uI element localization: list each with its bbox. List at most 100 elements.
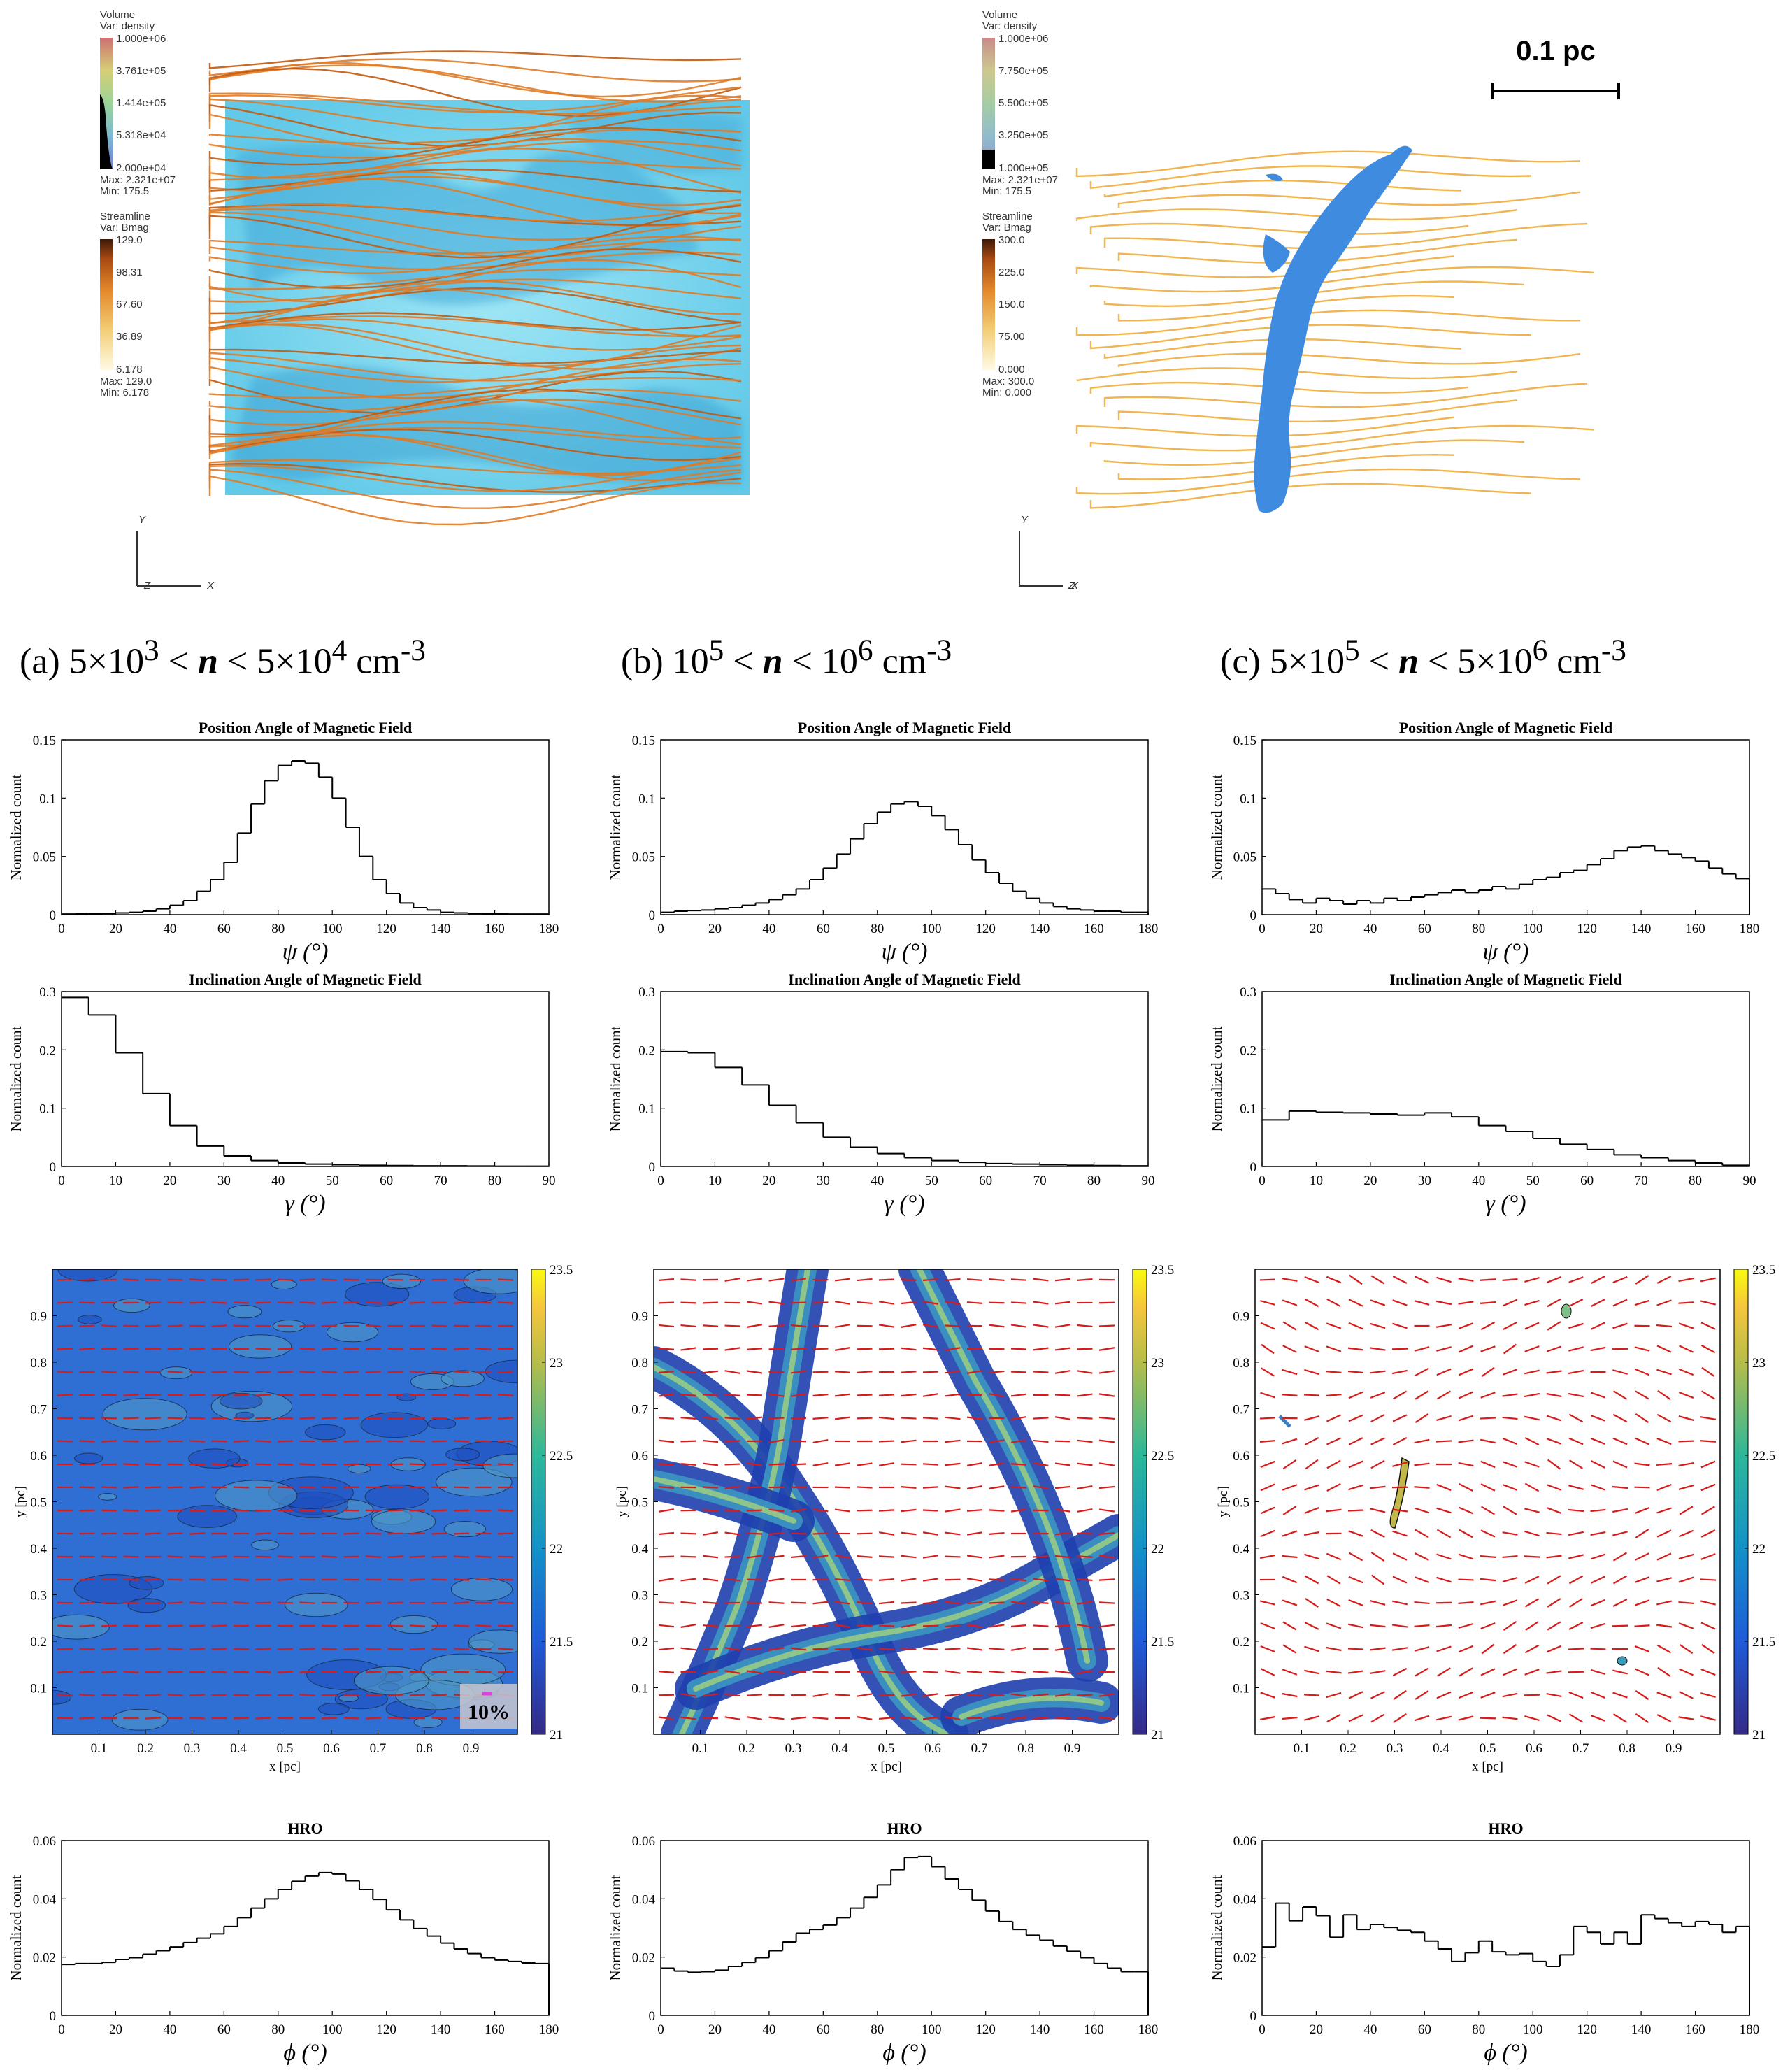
x-tick-label: 60 <box>979 1173 992 1188</box>
polarization-vector <box>1098 1624 1115 1628</box>
caption-text: < <box>724 641 763 682</box>
y-tick-label: 0.9 <box>30 1310 47 1324</box>
polarization-vector <box>878 1348 895 1350</box>
polarization-vector <box>901 1508 917 1513</box>
polarization-vector <box>475 1648 492 1650</box>
polarization-vector <box>409 1417 426 1420</box>
polarization-vector <box>746 1509 763 1512</box>
x-tick-label: 160 <box>485 922 505 936</box>
polarization-vector <box>255 1717 271 1720</box>
x-tick-label: 0.9 <box>1666 1741 1682 1756</box>
polarization-vector <box>989 1694 1005 1696</box>
dense-region <box>238 143 699 305</box>
polarization-vector <box>834 1486 851 1489</box>
colorbar-tick-label: 23 <box>550 1356 563 1371</box>
polarization-vector <box>1054 1670 1071 1674</box>
streamline <box>1117 399 1518 423</box>
polarization-vector <box>1098 1531 1115 1536</box>
y-tick-label: 0.8 <box>631 1356 648 1371</box>
polarization-vector <box>431 1671 447 1673</box>
y-tick-label: 0.06 <box>33 1834 56 1849</box>
polarization-vector <box>1502 1716 1518 1720</box>
polarization-vector <box>1524 1715 1540 1721</box>
polarization-vector <box>1304 1345 1319 1352</box>
polarization-vector <box>233 1486 250 1489</box>
polarization-vector <box>277 1578 294 1581</box>
polarization-vector <box>1259 1417 1276 1420</box>
tick-label: 3.250e+05 <box>998 129 1048 141</box>
polarization-vector <box>1612 1322 1628 1329</box>
colorbar-bmag <box>982 239 995 371</box>
polarization-vector <box>1054 1508 1071 1513</box>
polarization-vector <box>1524 1345 1540 1352</box>
tick-label: 1.000e+06 <box>998 33 1048 45</box>
map-content <box>1255 1269 1720 1734</box>
polarization-vector <box>1326 1508 1342 1513</box>
polarization-vector <box>658 1393 675 1397</box>
polarization-vector <box>1503 1343 1517 1355</box>
polarization-vector <box>497 1394 514 1396</box>
y-tick-label: 0.1 <box>1240 1102 1256 1117</box>
caption-text: (c) 5×10 <box>1220 641 1345 682</box>
streamline <box>208 280 742 324</box>
streamline <box>208 312 742 331</box>
polarization-vector <box>387 1509 403 1512</box>
x-tick-label: 0.1 <box>692 1741 709 1756</box>
polarization-vector <box>1458 1691 1474 1699</box>
polarization-vector <box>922 1417 939 1420</box>
polarization-vector <box>945 1324 961 1327</box>
polarization-vector <box>57 1417 73 1420</box>
x-tick-label: 180 <box>1138 922 1159 936</box>
polarization-vector <box>1547 1298 1561 1308</box>
streamline <box>208 159 742 181</box>
polarization-vector <box>966 1370 983 1374</box>
polarization-vector <box>1590 1484 1606 1491</box>
polarization-vector <box>1282 1484 1298 1491</box>
polarization-vector <box>724 1324 740 1327</box>
dense-clump <box>1617 1656 1628 1666</box>
polarization-vector <box>1282 1576 1298 1584</box>
polarization-vector <box>1436 1715 1452 1721</box>
polarization-vector <box>189 1394 206 1396</box>
polarization-vector <box>1546 1555 1562 1559</box>
dense-clump <box>1278 1415 1291 1428</box>
colorbar <box>1132 1269 1147 1735</box>
polarization-vector <box>167 1694 183 1696</box>
legend-max: Max: 2.321e+07 <box>982 174 1058 186</box>
polarization-vector <box>1568 1671 1584 1673</box>
polarization-vector <box>1678 1601 1694 1605</box>
polarization-vector <box>497 1509 514 1512</box>
polarization-vector <box>724 1647 740 1651</box>
polarization-vector <box>1054 1624 1071 1627</box>
polarization-vector <box>1679 1643 1694 1655</box>
polarization-vector <box>1502 1599 1518 1606</box>
y-tick-label: 0.05 <box>632 850 655 865</box>
legend-streamline-left: Streamline Var: Bmag 129.0 98.31 67.60 3… <box>100 210 152 399</box>
polarization-vector <box>387 1348 403 1350</box>
polarization-vector <box>922 1601 939 1605</box>
polarization-vector <box>1547 1321 1561 1331</box>
colorbar-tick-label: 21.5 <box>1151 1635 1174 1650</box>
polarization-vector <box>702 1693 719 1697</box>
y-axis-label: Normalized count <box>8 774 24 880</box>
x-tick-label: 0.7 <box>1573 1741 1589 1756</box>
polarization-vector <box>123 1417 139 1420</box>
polarization-vector <box>1568 1691 1584 1699</box>
polarization-vector <box>1054 1370 1071 1374</box>
x-tick-label: 60 <box>1418 2022 1431 2037</box>
density-contour <box>177 1505 237 1528</box>
polarization-vector <box>343 1532 359 1535</box>
polarization-vector <box>1634 1299 1650 1306</box>
x-tick-label: 180 <box>539 2022 559 2037</box>
polarization-vector <box>277 1671 294 1673</box>
x-tick-label: 0.6 <box>323 1741 340 1756</box>
polarization-vector <box>101 1648 117 1650</box>
map-content <box>52 1269 517 1734</box>
polarization-vector <box>878 1301 895 1305</box>
colorbar-tick-label: 21 <box>550 1728 563 1743</box>
colorbar-tick-label: 22 <box>1151 1542 1164 1557</box>
x-tick-label: 140 <box>1631 2022 1652 2037</box>
x-tick-label: 0.3 <box>1387 1741 1403 1756</box>
polarization-vector <box>145 1509 162 1512</box>
polarization-vector <box>966 1717 983 1720</box>
